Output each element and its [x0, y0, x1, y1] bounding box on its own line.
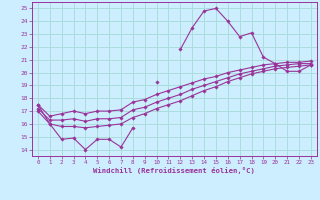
X-axis label: Windchill (Refroidissement éolien,°C): Windchill (Refroidissement éolien,°C)	[93, 167, 255, 174]
